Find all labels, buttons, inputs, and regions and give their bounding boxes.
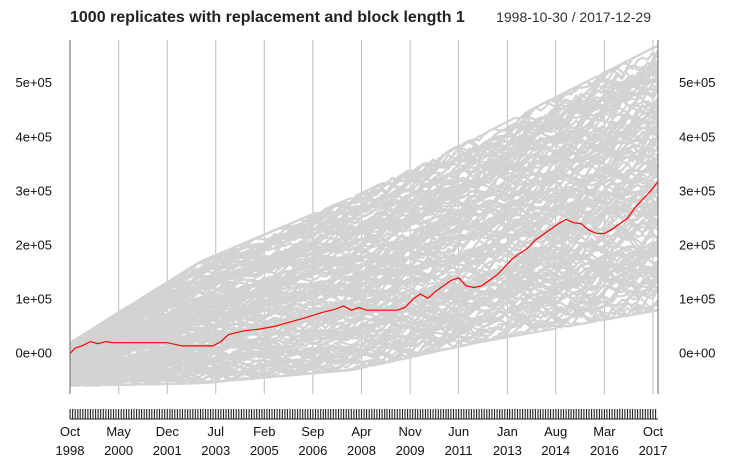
x-tick-label-month: Jan [497,424,518,439]
y-tick-label-right: 2e+05 [679,237,716,252]
x-tick-label-month: Dec [156,424,180,439]
y-tick-label-left: 4e+05 [15,129,52,144]
x-tick-label-month: Apr [351,424,372,439]
x-tick-label-year: 2011 [445,443,473,458]
x-tick-label-year: 2008 [347,443,376,458]
x-tick-label-month: Jun [448,424,469,439]
replicate-path [69,304,658,387]
x-tick-label-year: 1998 [56,443,85,458]
y-tick-label-left: 0e+00 [15,345,52,360]
replicate-path [69,44,659,344]
y-tick-label-right: 0e+00 [679,345,716,360]
x-tick-label-year: 2001 [153,443,182,458]
replicate-path [69,202,659,372]
replicate-path [69,191,659,371]
x-tick-label-month: Jul [207,424,224,439]
y-tick-label-right: 4e+05 [679,129,716,144]
observed-series [69,181,659,354]
replicate-paths [69,44,660,387]
x-tick-label-year: 2000 [104,443,133,458]
x-tick-label-month: Nov [399,424,423,439]
x-tick-label-month: Feb [253,424,275,439]
y-tick-label-left: 5e+05 [15,75,52,90]
observed-series-line [69,181,659,354]
x-tick-label-year: 2017 [639,443,668,458]
replicate-path [69,110,659,358]
y-tick-label-left: 3e+05 [15,183,52,198]
x-tick-label-month: Mar [593,424,616,439]
x-tick-label-month: May [106,424,131,439]
x-tick-label-year: 2003 [201,443,230,458]
x-tick-label-month: Sep [301,424,324,439]
y-tick-label-right: 5e+05 [679,75,716,90]
x-tick-label-month: Oct [60,424,81,439]
x-axis-minor-ticks [69,409,657,419]
replicate-path [69,198,659,374]
chart-date-range: 1998-10-30 / 2017-12-29 [496,9,651,25]
replicate-path [69,216,659,372]
x-tick-label-month: Aug [544,424,567,439]
y-tick-label-right: 3e+05 [679,183,716,198]
x-tick-label-month: Oct [643,424,664,439]
replicate-path [69,160,659,365]
x-tick-label-year: 2016 [590,443,619,458]
y-tick-label-left: 2e+05 [15,237,52,252]
x-tick-label-year: 2009 [396,443,425,458]
chart-title: 1000 replicates with replacement and blo… [70,9,465,26]
y-tick-label-right: 1e+05 [679,291,716,306]
x-tick-label-year: 2013 [493,443,522,458]
x-tick-label-year: 2006 [298,443,327,458]
x-tick-label-year: 2005 [250,443,279,458]
y-tick-label-left: 1e+05 [15,291,52,306]
axes: 0e+00 0e+00 1e+05 1e+05 2e+05 2e+05 3e+05 3e+05… [15,40,716,458]
x-tick-label-year: 2014 [541,443,570,458]
